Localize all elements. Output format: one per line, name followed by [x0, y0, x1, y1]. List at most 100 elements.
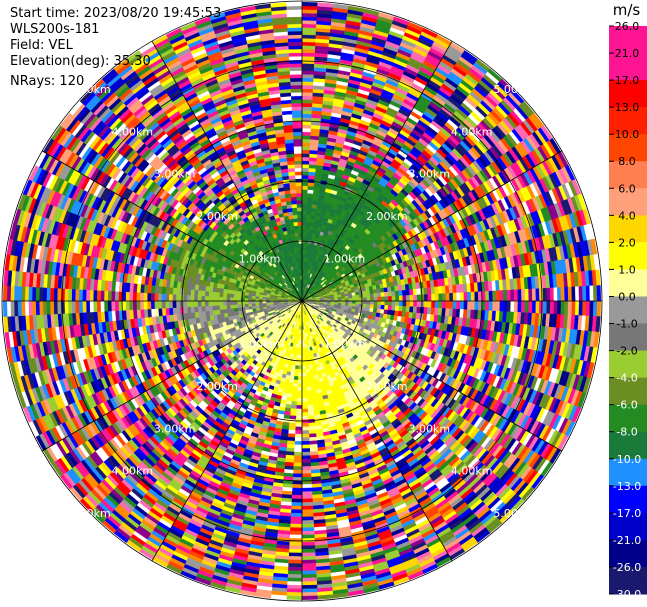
- radar-gate: [298, 351, 303, 356]
- radar-gate: [571, 286, 576, 302]
- radar-gates: [2, 1, 602, 601]
- radar-gate: [308, 364, 313, 370]
- radar-gate: [301, 181, 309, 187]
- radar-gate: [467, 300, 472, 311]
- radar-gate: [301, 494, 313, 500]
- radar-gate: [301, 430, 310, 435]
- radar-gate: [301, 408, 309, 413]
- radar-gate: [380, 296, 386, 302]
- radar-gate: [306, 383, 312, 388]
- radar-gate: [301, 91, 314, 97]
- radar-gate: [301, 27, 317, 32]
- radar-gate: [304, 347, 308, 352]
- radar-gate: [301, 127, 312, 133]
- radar-gate: [304, 361, 310, 366]
- radar-gate: [445, 300, 450, 309]
- radar-gate: [301, 548, 316, 554]
- radar-gate: [459, 300, 465, 310]
- radar-gate: [301, 232, 306, 237]
- radar-gate: [387, 305, 393, 311]
- radar-gate: [301, 354, 306, 359]
- radar-gate: [301, 95, 313, 100]
- radar-gate: [301, 1, 318, 7]
- radar-gate: [535, 288, 540, 302]
- radar-gate: [348, 295, 353, 299]
- radar-gate: [546, 300, 551, 315]
- radar-gate: [531, 288, 537, 302]
- radar-gate: [301, 469, 312, 475]
- radar-gate: [301, 422, 309, 428]
- radar-gate: [301, 509, 314, 514]
- radar-gate: [301, 573, 317, 579]
- radar-gate: [301, 584, 318, 590]
- radar-gate: [556, 300, 562, 315]
- radar-gate: [301, 84, 314, 90]
- radar-gate: [560, 300, 566, 316]
- radar-gate: [409, 300, 414, 308]
- radar-gate: [301, 502, 313, 507]
- radar-gate: [301, 390, 308, 395]
- radar-gate: [301, 369, 307, 374]
- radar-gate: [355, 294, 360, 299]
- radar-gate: [301, 458, 311, 464]
- radar-gate: [301, 595, 318, 601]
- radar-gate: [470, 300, 476, 311]
- radar-gate: [301, 545, 316, 550]
- radar-gate: [301, 48, 316, 54]
- radar-gate: [307, 411, 315, 417]
- radar-gate: [301, 66, 315, 72]
- radar-gate: [301, 131, 312, 136]
- radar-gate: [301, 178, 309, 183]
- radar-gate: [307, 189, 314, 194]
- radar-gate: [301, 109, 313, 115]
- radar-gate: [301, 405, 308, 410]
- radar-gate: [384, 305, 389, 311]
- radar-gate: [305, 379, 311, 384]
- radar-gate: [452, 300, 458, 310]
- radar-gate: [370, 296, 375, 302]
- radar-gate: [301, 207, 308, 212]
- radar-gate: [301, 387, 307, 392]
- radar-gate: [304, 350, 308, 356]
- radar-gate: [495, 300, 501, 312]
- radar-gate: [402, 300, 407, 307]
- radar-gate: [301, 77, 314, 82]
- radar-gate: [506, 289, 512, 302]
- radar-gate: [301, 376, 307, 381]
- radar-gate: [467, 291, 472, 302]
- radar-gate: [301, 555, 316, 561]
- radar-gate: [524, 300, 530, 314]
- radar-gate: [306, 214, 312, 219]
- radar-gate: [305, 225, 311, 230]
- radar-gate: [306, 393, 313, 399]
- radar-gate: [301, 34, 317, 39]
- radar-gate: [301, 527, 315, 532]
- radar-gate: [499, 290, 504, 302]
- radar-gate: [344, 295, 349, 299]
- radar-gate: [485, 290, 490, 302]
- radar-gate: [366, 300, 371, 305]
- radar-gate: [362, 293, 367, 299]
- radar-gate: [301, 210, 307, 215]
- radar-gate: [406, 300, 411, 307]
- radar-gate: [431, 293, 436, 302]
- radar-gate: [377, 300, 382, 306]
- radar-gate: [485, 300, 490, 312]
- radar-gate: [380, 292, 385, 298]
- radar-gate: [492, 290, 497, 302]
- radar-gate: [301, 185, 309, 190]
- radar-gate: [307, 350, 311, 355]
- radar-gate: [301, 358, 306, 363]
- radar-gate: [304, 343, 308, 348]
- radar-gate: [542, 287, 548, 302]
- radar-gate: [560, 286, 566, 302]
- radar-gate: [549, 300, 555, 315]
- radar-gate: [307, 185, 315, 191]
- radar-gate: [301, 570, 317, 575]
- radar-gate: [420, 300, 425, 308]
- radar-gate: [585, 300, 591, 317]
- radar-gate: [388, 296, 393, 302]
- radar-gate: [306, 390, 313, 395]
- radar-gate: [359, 294, 364, 299]
- radar-gate: [301, 397, 308, 403]
